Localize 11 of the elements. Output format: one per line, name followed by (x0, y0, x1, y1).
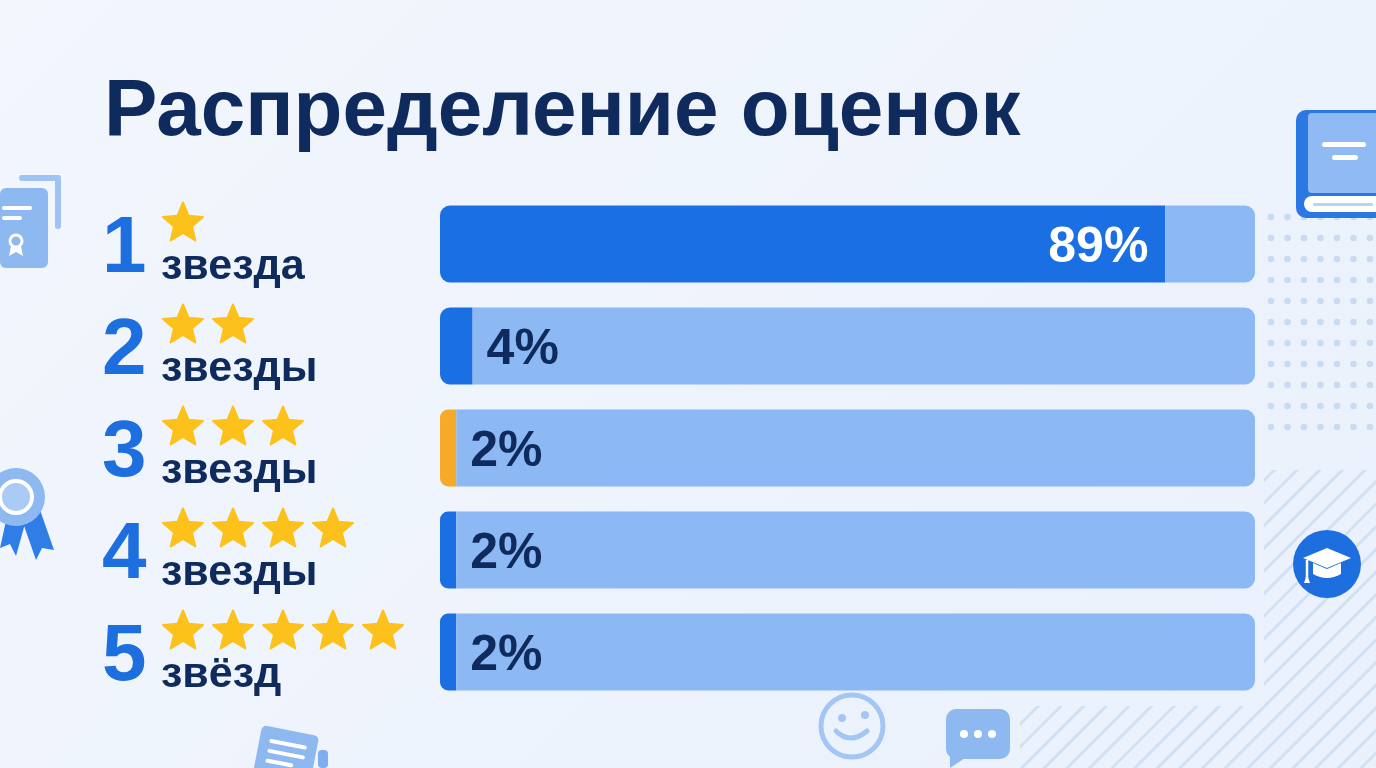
chart-title: Распределение оценок (104, 63, 1022, 152)
y-tick-label: 5 звёзд (102, 607, 282, 697)
data-label: 2% (470, 523, 543, 579)
data-label: 2% (470, 625, 543, 681)
y-tick-label: 3 звезды (102, 403, 318, 493)
data-label: 2% (470, 421, 543, 477)
y-tick-label: 4 звезды (102, 505, 318, 595)
y-tick-label: 2 звезды (102, 301, 318, 391)
y-tick-label: 1 звезда (102, 199, 306, 289)
data-label: 4% (486, 319, 559, 375)
data-label: 89% (1048, 217, 1149, 273)
